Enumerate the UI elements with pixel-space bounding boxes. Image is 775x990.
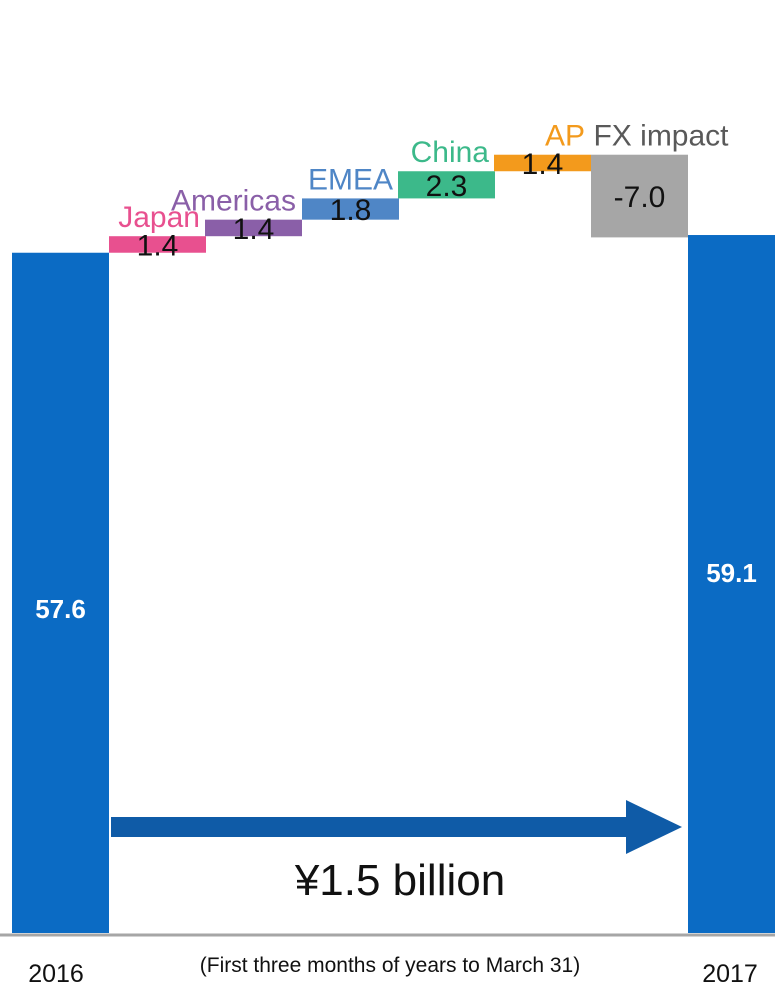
bar-americas-value: 1.4 [233, 213, 275, 246]
bar-japan [109, 236, 206, 253]
change-arrow-shaft [111, 817, 628, 837]
category-label-fx-impact: FX impact [593, 120, 729, 153]
change-arrow-head [626, 800, 682, 854]
category-label-americas: Americas [171, 185, 296, 218]
change-label: ¥1.5 billion [294, 856, 505, 905]
bar-2016-value: 57.6 [35, 594, 86, 624]
period-note: (First three months of years to March 31… [200, 954, 580, 977]
bar-2016 [12, 252, 109, 934]
bar-ap-value: 1.4 [522, 148, 564, 181]
bar-china-value: 2.3 [426, 170, 468, 203]
category-label-ap: AP [545, 120, 585, 153]
bar-americas [205, 219, 302, 237]
category-label-japan: Japan [118, 201, 200, 234]
bar-fx-impact [591, 154, 688, 238]
bar-china [398, 171, 495, 199]
bar-ap [494, 154, 591, 172]
bars-group [12, 154, 775, 934]
bar-2017-value: 59.1 [706, 558, 757, 588]
category-label-china: China [411, 136, 490, 169]
bar-emea-value: 1.8 [330, 194, 372, 227]
bar-fx-impact-value: -7.0 [614, 181, 666, 214]
bar-emea [302, 198, 399, 220]
change-arrow [111, 800, 682, 854]
bar-2017 [688, 235, 775, 934]
bar-japan-value: 1.4 [137, 229, 179, 262]
category-label-end: 2017 [702, 960, 758, 988]
category-label-start: 2016 [28, 960, 84, 988]
category-label-emea: EMEA [308, 163, 393, 196]
